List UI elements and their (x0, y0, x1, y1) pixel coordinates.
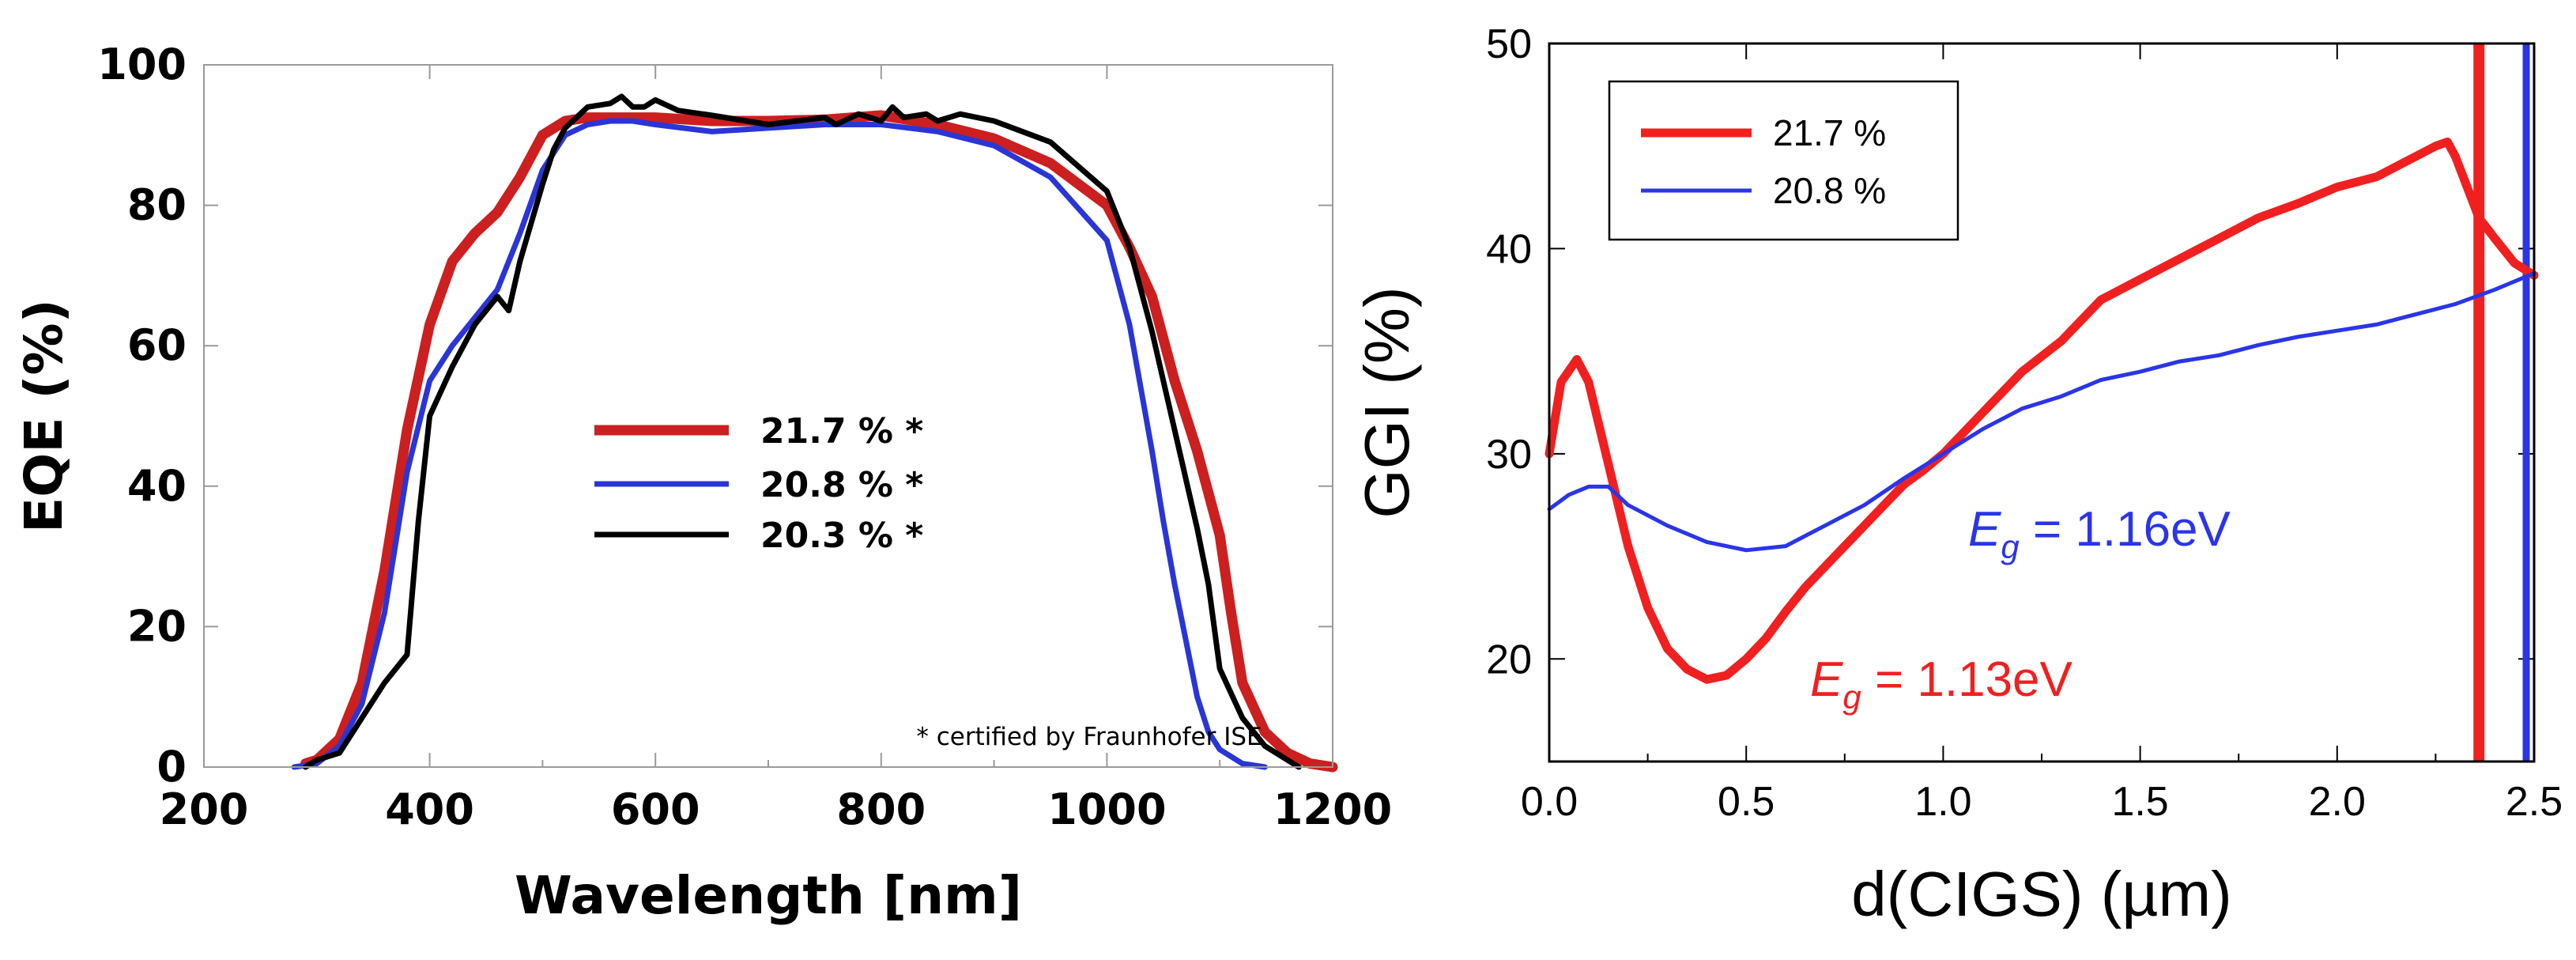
eqe-legend: 21.7 % * 20.8 % * 20.3 % * (594, 411, 923, 556)
y-tick-label: 100 (97, 40, 187, 89)
x-tick-label: 1000 (1047, 784, 1166, 834)
ggi-plot-frame (1548, 42, 2536, 763)
x-tick-label: 2.0 (2309, 779, 2366, 825)
y-tick-label: 80 (127, 180, 187, 230)
ggi-bandgap-label-217: Eg = 1.13eV (1810, 652, 2073, 716)
ggi-x-axis-title: d(CIGS) (µm) (1851, 859, 2232, 929)
ggi-series-group (1544, 43, 2539, 762)
eqe-x-axis-title: Wavelength [nm] (515, 865, 1022, 926)
y-tick-label: 20 (127, 601, 187, 651)
ggi-y-tick-labels: 20 30 40 50 (1486, 21, 1532, 682)
ggi-legend-box (1608, 80, 1959, 241)
series-line-208 (291, 118, 1268, 770)
eqe-series-group (291, 93, 1338, 773)
ggi-x-tick-labels: 0.0 0.5 1.0 1.5 2.0 2.5 (1521, 779, 2563, 825)
eg-symbol: E (1810, 652, 1843, 707)
ggi-bandgap-label-208: Eg = 1.16eV (1968, 502, 2231, 565)
x-tick-label: 1.0 (1914, 779, 1971, 825)
ggi-chart: 20 30 40 50 0.0 0.5 1.0 1.5 2.0 2.5 d(CIGS) (µm)… (1352, 21, 2563, 929)
ggi-legend: 21.7 % 20.8 % (1608, 80, 1959, 241)
eqe-y-axis-title: EQE (%) (13, 299, 74, 533)
eg-subscript: g (1842, 678, 1861, 716)
y-tick-label: 40 (127, 461, 187, 511)
ggi-legend-label-208: 20.8 % (1773, 170, 1886, 211)
x-tick-label: 800 (836, 784, 926, 834)
x-tick-label: 0.0 (1521, 779, 1578, 825)
series-line-208 (1547, 271, 2536, 553)
eg-value: = 1.13eV (1861, 652, 2073, 707)
series-line-203 (303, 93, 1302, 770)
y-tick-label: 20 (1486, 637, 1532, 682)
eg-value: = 1.16eV (2020, 502, 2231, 557)
y-tick-label: 50 (1486, 21, 1532, 67)
ggi-y-axis-title: GGI (%) (1352, 286, 1422, 518)
x-tick-label: 2.5 (2506, 779, 2563, 825)
eqe-plot-frame (203, 64, 1333, 768)
eg-subscript: g (2001, 528, 2019, 565)
y-tick-label: 40 (1486, 226, 1532, 272)
x-tick-label: 0.5 (1718, 779, 1775, 825)
x-tick-label: 1.5 (2111, 779, 2168, 825)
y-tick-label: 30 (1486, 432, 1532, 478)
eqe-y-tick-labels: 0 20 40 60 80 100 (97, 40, 187, 792)
eqe-x-tick-labels: 200 400 600 800 1000 1200 (160, 784, 1393, 834)
eqe-legend-label-217: 21.7 % * (760, 411, 923, 452)
x-tick-label: 1200 (1273, 784, 1392, 834)
x-tick-label: 400 (385, 784, 474, 834)
eqe-certification-note: * certified by Fraunhofer ISE (916, 723, 1262, 751)
x-tick-label: 600 (611, 784, 700, 834)
eqe-legend-label-208: 20.8 % * (760, 465, 923, 505)
ggi-legend-label-217: 21.7 % (1773, 112, 1886, 153)
eqe-legend-label-203: 20.3 % * (760, 516, 923, 556)
y-tick-label: 60 (127, 320, 187, 370)
eqe-chart: 0 20 40 60 80 100 200 400 600 800 1000 1200 Wavele… (13, 40, 1392, 926)
x-tick-label: 200 (160, 784, 249, 834)
y-tick-label: 0 (157, 742, 187, 792)
eg-symbol: E (1968, 502, 2001, 557)
